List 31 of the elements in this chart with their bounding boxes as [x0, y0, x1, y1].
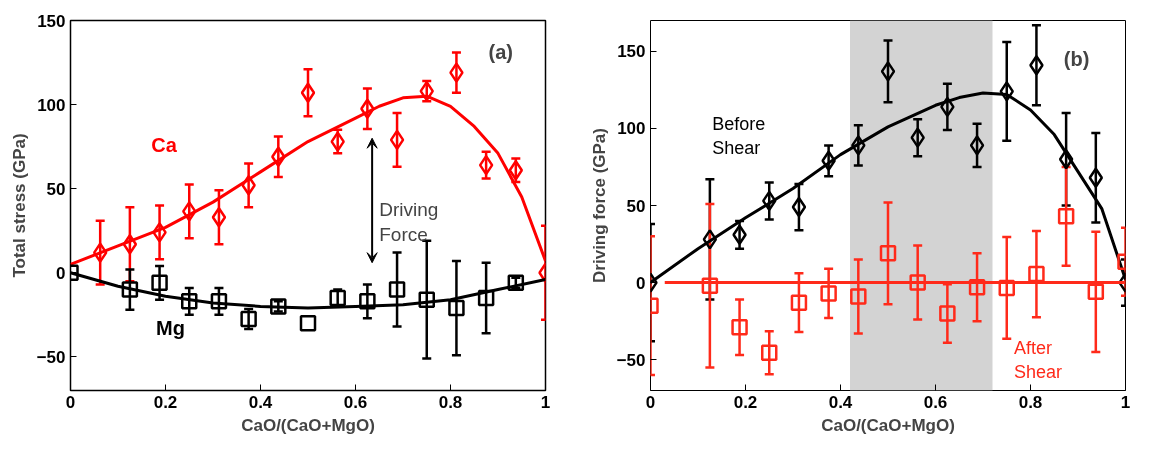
text: Ca	[151, 133, 178, 156]
y-axis-title: Driving force (GPa)	[589, 128, 609, 283]
x-tick-label: 1	[1120, 392, 1131, 412]
series-label: Mg	[156, 317, 185, 340]
x-tick-label: 0.6	[343, 392, 368, 412]
y-tick-label: 0	[56, 263, 66, 283]
y-tick-label: 150	[617, 42, 646, 62]
x-tick-label: 0.4	[248, 392, 273, 412]
text: After Shear	[1013, 337, 1062, 382]
x-tick-label: 0.8	[1018, 392, 1043, 412]
x-tick-label: 0.2	[153, 392, 178, 412]
x-tick-label: 0.2	[733, 392, 758, 412]
series-label: Before Shear	[712, 114, 766, 159]
x-tick-label: 0.8	[438, 392, 463, 412]
x-axis-title: CaO/(CaO+MgO)	[241, 415, 375, 435]
y-tick-label: −50	[36, 347, 66, 367]
x-tick-label: 0.6	[923, 392, 948, 412]
y-tick-label: 50	[46, 179, 66, 199]
annotation: (a)	[488, 41, 513, 64]
x-axis-title: CaO/(CaO+MgO)	[821, 415, 955, 435]
x-tick-label: 1	[540, 392, 551, 412]
y-tick-label: 150	[37, 11, 66, 31]
y-tick-label: 0	[636, 273, 646, 293]
y-tick-label: 100	[617, 119, 646, 139]
x-tick-label: 0.4	[828, 392, 853, 412]
y-tick-label: −50	[616, 350, 646, 370]
y-axis-title: Total stress (GPa)	[9, 133, 29, 278]
annotation: Driving Force	[379, 199, 439, 246]
y-tick-label: 100	[37, 95, 66, 115]
annotation: (b)	[1063, 48, 1090, 71]
y-tick-label: 50	[626, 196, 646, 216]
